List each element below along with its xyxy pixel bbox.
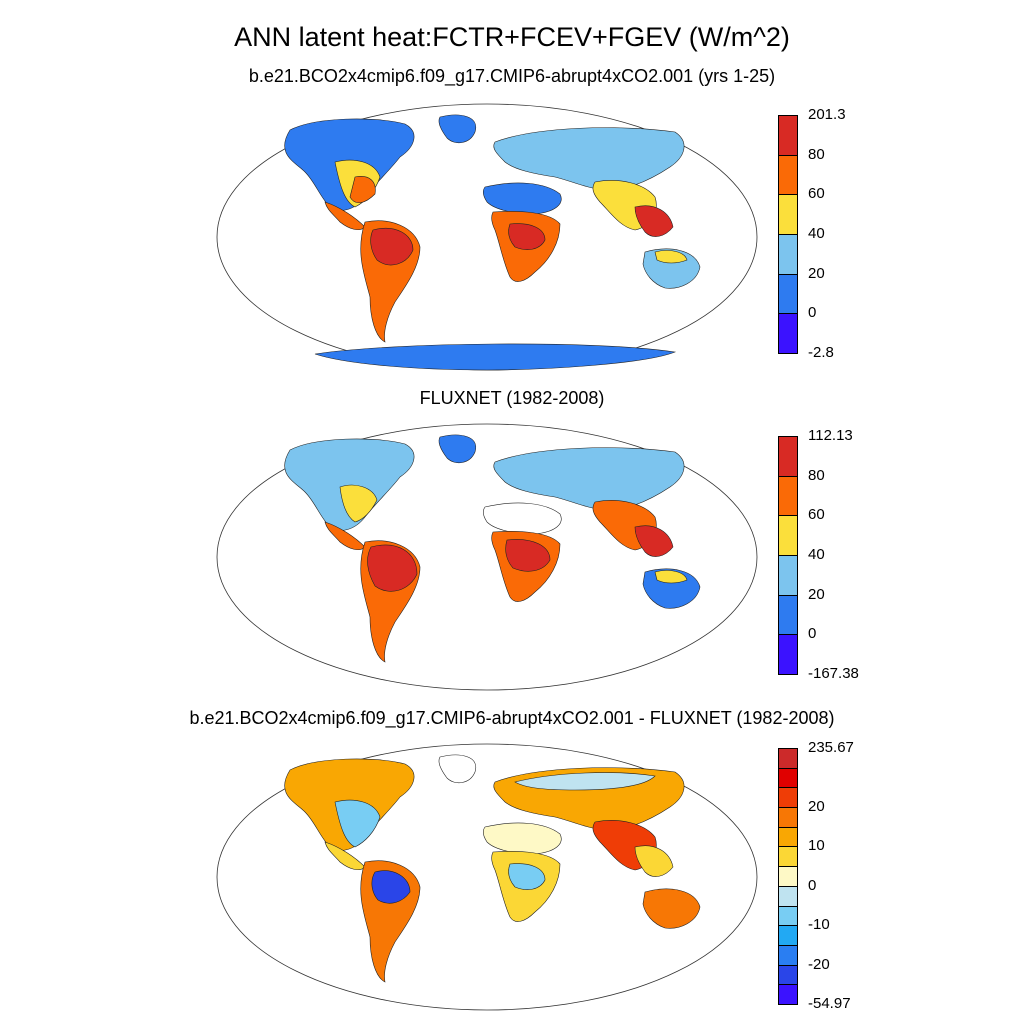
colorbar-segment [778,234,798,275]
colorbar-segment [778,826,798,848]
colorbar-label: -20 [808,955,830,973]
north-america-southeast-region [349,176,376,203]
australia-region [642,888,701,929]
colorbar-label: -54.97 [808,995,851,1012]
eurasia-north-region [514,772,656,791]
colorbar-label: 201.3 [808,106,846,123]
colorbar-segment [778,767,798,789]
colorbar-segment [778,846,798,868]
colorbar-label: 235.67 [808,739,854,756]
colorbar-segment [778,748,798,769]
colorbar-label: 80 [808,466,825,484]
southeast-asia-region [634,205,674,237]
colorbar-label: -167.38 [808,665,859,682]
colorbar-segment [778,964,798,986]
colorbar-segment [778,787,798,809]
colorbar-segment [778,634,798,675]
colorbar-segment [778,866,798,887]
colorbar-label: 80 [808,145,825,163]
central-america-region [324,201,366,231]
colorbar-segment [778,594,798,636]
colorbar-segment [778,885,798,907]
map-model-panel [216,103,758,371]
australia-north-region [654,250,688,264]
colorbar-segment [778,925,798,946]
colorbar-segment [778,154,798,196]
amazon-region [370,228,414,266]
colorbar-label: -2.8 [808,344,834,361]
colorbar-segment [778,984,798,1005]
central-america-region [324,841,366,871]
figure-title: ANN latent heat:FCTR+FCEV+FGEV (W/m^2) [234,22,790,52]
colorbar-label: 10 [808,837,825,855]
colorbar-segment [778,273,798,315]
colorbar-segment [778,555,798,596]
colorbar-segment [778,515,798,556]
australia-north-region [654,570,688,584]
colorbar-label: -10 [808,916,830,934]
map-fluxnet-panel [216,423,758,691]
colorbar-segment [778,807,798,828]
panel-1-title: b.e21.BCO2x4cmip6.f09_g17.CMIP6-abrupt4x… [248,66,776,86]
map-difference-panel [216,743,758,1011]
colorbar-label: 20 [808,585,825,603]
colorbar-segment [778,194,798,235]
colorbar-label: 40 [808,225,825,242]
antarctica-region [314,343,677,371]
colorbar-label: 0 [808,304,817,322]
colorbar-panel-2 [778,436,798,675]
greenland-region [438,754,477,784]
continent-fields [284,754,701,983]
southeast-asia-region [634,525,674,557]
colorbar-label: 0 [808,625,817,643]
colorbar-segment [778,475,798,517]
colorbar-label: 60 [808,506,825,524]
amazon-region [371,870,411,904]
colorbar-segment [778,115,798,156]
colorbar-label: 20 [808,264,825,282]
colorbar-panel-3 [778,748,798,1005]
colorbar-label: 0 [808,876,817,894]
panel-3-title: b.e21.BCO2x4cmip6.f09_g17.CMIP6-abrupt4x… [189,708,835,728]
colorbar-label: 20 [808,798,825,816]
colorbar-segment [778,944,798,966]
north-america-east-region [339,484,378,523]
colorbar-segment [778,436,798,477]
panel-2-title: FLUXNET (1982-2008) [419,388,605,408]
central-america-region [324,521,366,551]
southeast-asia-region [634,845,674,877]
colorbar-panel-1 [778,115,798,354]
north-america-east-region [334,799,381,848]
amazon-region [367,544,418,592]
colorbar-label: 60 [808,185,825,203]
greenland-region [438,434,477,464]
congo-region [508,863,546,890]
continent-fields [284,114,701,371]
colorbar-segment [778,905,798,927]
greenland-region [438,114,477,144]
continent-fields [284,434,701,663]
colorbar-label: 112.13 [808,427,853,444]
congo-region [508,223,546,250]
colorbar-label: 40 [808,546,825,563]
colorbar-segment [778,313,798,354]
congo-region [505,539,551,572]
